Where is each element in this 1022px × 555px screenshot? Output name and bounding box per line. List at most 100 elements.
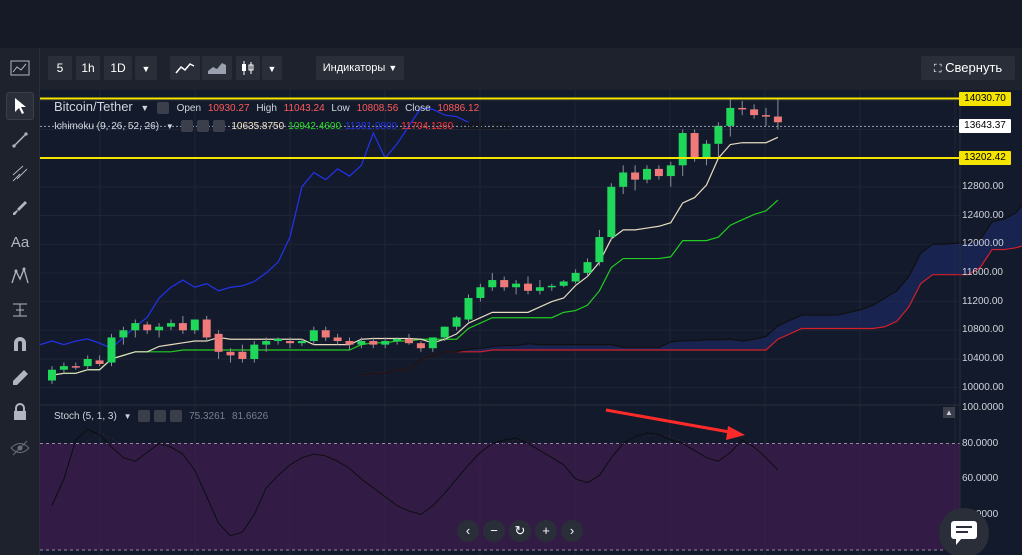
chikou-span-line (40, 107, 469, 349)
pencil-lock-icon (13, 370, 28, 385)
price-chart[interactable] (40, 90, 1022, 555)
text-tool[interactable]: Aa (6, 228, 34, 256)
candle-body (297, 341, 306, 344)
candle-body (48, 369, 56, 381)
candle-body (631, 172, 640, 180)
candle-body (107, 337, 116, 363)
stoch-d-value: 81.6626 (232, 410, 269, 422)
chart-view-icon (10, 60, 30, 76)
eye-icon[interactable] (180, 120, 193, 132)
indicators-label: Индикаторы (322, 62, 386, 74)
measure-tool[interactable] (6, 296, 34, 324)
candle-body (773, 116, 782, 123)
reset-button[interactable]: ↻ (509, 520, 531, 542)
zoom-out-button[interactable]: − (483, 520, 505, 542)
hide-drawings-tool[interactable] (6, 434, 34, 462)
chevron-down-icon[interactable]: ▼ (123, 411, 132, 421)
area-chart-button[interactable] (202, 56, 232, 80)
lock-icon (14, 403, 26, 420)
pattern-tool[interactable] (6, 262, 34, 290)
chevron-down-icon[interactable]: ▼ (140, 103, 150, 113)
lock-drawings-tool[interactable] (6, 398, 34, 426)
ichimoku-legend: Ichimoku (9, 26, 52, 26) ▼ 10635.8750 109… (54, 120, 518, 132)
candle-body (583, 262, 592, 273)
candle-body (571, 272, 580, 282)
interval-1d[interactable]: 1D (104, 56, 132, 80)
price-axis-label: 11600.00 (962, 266, 1003, 278)
area-chart-icon (208, 63, 226, 74)
ohlc-close-value: 10886.12 (437, 103, 480, 114)
gear-icon[interactable] (154, 410, 167, 422)
ohlc-low-label: Low (331, 103, 350, 114)
chevron-down-icon: ▼ (267, 64, 277, 74)
candle-body (535, 287, 544, 291)
candle-body (226, 351, 235, 356)
chart-type-dropdown[interactable]: ▼ (262, 56, 282, 80)
candle-body (547, 285, 556, 288)
price-axis-label: 10800.00 (962, 324, 1004, 336)
price-axis-label: 10400.00 (962, 352, 1004, 364)
candles-chart-button[interactable] (236, 56, 260, 80)
pitchfork-tool[interactable] (6, 160, 34, 188)
scroll-left-button[interactable]: ‹ (457, 520, 479, 542)
candle-body (131, 323, 140, 331)
close-icon[interactable] (212, 120, 225, 132)
interval-1h[interactable]: 1h (76, 56, 100, 80)
chart-view-tool[interactable] (6, 54, 34, 82)
stoch-d-line (51, 432, 779, 533)
candle-body (702, 143, 711, 159)
chevron-down-icon[interactable]: ▼ (165, 121, 174, 131)
symbol-settings-icon[interactable] (156, 101, 169, 114)
magnet-tool[interactable] (6, 330, 34, 358)
cursor-tool[interactable] (6, 92, 34, 120)
collapse-button[interactable]: ⛶ Свернуть (921, 56, 1015, 80)
ohlc-open-value: 10930.27 (207, 103, 250, 114)
maximize-pane-icon[interactable]: ▲ (943, 407, 955, 418)
line-chart-button[interactable] (170, 56, 200, 80)
candle-body (452, 317, 461, 327)
stoch-axis-label: 100.0000 (962, 402, 1004, 413)
top-banner (0, 0, 1022, 48)
chat-button[interactable] (939, 508, 989, 555)
candle-body (369, 341, 378, 345)
interval-5[interactable]: 5 (48, 56, 72, 80)
brush-tool[interactable] (6, 194, 34, 222)
collapse-icon: ⛶ (933, 63, 942, 75)
senkou-span-a-line (361, 204, 1022, 376)
price-tag: 13202.42 (959, 150, 1011, 165)
candle-body (333, 337, 342, 342)
interval-dropdown[interactable]: ▼ (135, 56, 157, 80)
price-axis-label: 10000.00 (962, 381, 1004, 393)
eye-icon[interactable] (138, 410, 151, 422)
symbol-name: Bitcoin/Tether (54, 99, 133, 114)
candle-body (178, 323, 187, 331)
senkou-span-b-line (361, 245, 1022, 376)
ichimoku-lines (40, 107, 1022, 376)
candle-body (321, 330, 330, 338)
brush-icon (13, 201, 27, 215)
ichimoku-value: 11381.0800 (345, 120, 398, 132)
candle-body (381, 341, 390, 345)
candle-body (405, 338, 413, 344)
zoom-in-button[interactable]: + (535, 520, 557, 542)
candle-body (619, 172, 628, 187)
candle-body (666, 165, 675, 177)
candle-body (345, 341, 354, 345)
candle-body (678, 133, 687, 166)
stoch-label: Stoch (5, 1, 3) (54, 410, 117, 422)
gear-icon[interactable] (196, 120, 209, 132)
drawing-toolbar: Aa (0, 48, 40, 555)
trend-line-tool[interactable] (6, 126, 34, 154)
close-icon[interactable] (170, 410, 183, 422)
candle-body (654, 168, 663, 177)
stay-in-drawing-tool[interactable] (6, 364, 34, 392)
text-icon: Aa (10, 233, 30, 251)
ohlc-high-value: 11043.24 (283, 103, 325, 114)
candle-body (559, 281, 568, 286)
candle-body (71, 366, 80, 368)
candle-body (83, 358, 92, 367)
collapse-label: Свернуть (945, 60, 1003, 75)
indicators-button[interactable]: Индикаторы ▼ (316, 56, 404, 80)
chat-icon (951, 521, 977, 545)
scroll-right-button[interactable]: › (561, 520, 583, 542)
